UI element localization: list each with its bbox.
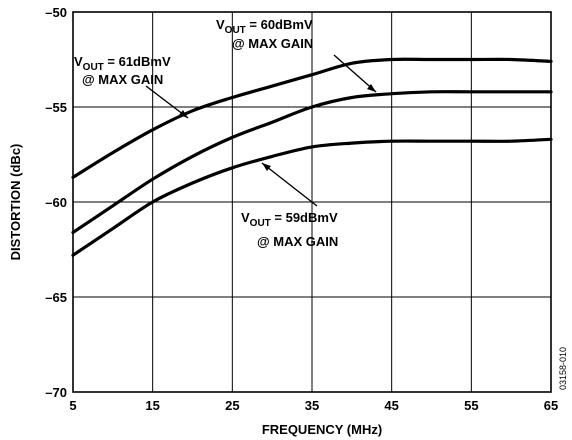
x-tick-label: 45 [384, 398, 398, 413]
x-tick-label: 65 [544, 398, 558, 413]
y-tick-label: –60 [45, 195, 67, 210]
figure-code: 03158-010 [558, 347, 568, 390]
x-tick-label: 15 [145, 398, 159, 413]
series-line-59dbmv [71, 137, 553, 257]
y-tick-label: –50 [45, 5, 67, 20]
y-tick-label: –65 [45, 290, 67, 305]
plot-frame [72, 11, 552, 393]
annotation-59dbmv-line2: @ MAX GAIN [257, 234, 338, 249]
y-tick-label: –55 [45, 100, 67, 115]
annotation-59dbmv: VOUT = 59dBmV [241, 210, 338, 229]
annotation-61dbmv-line2: @ MAX GAIN [82, 72, 163, 87]
arrowhead-60dbmv [367, 84, 376, 92]
arrow-60dbmv [333, 54, 377, 93]
annotation-60dbmv: VOUT = 60dBmV [216, 17, 313, 36]
annotation-arrows [145, 54, 377, 207]
annotation-60dbmv-line2: @ MAX GAIN [232, 36, 313, 51]
x-tick-label: 55 [464, 398, 478, 413]
annotation-61dbmv: VOUT = 61dBmV [74, 54, 171, 73]
y-axis-label: DISTORTION (dBc) [8, 144, 23, 261]
tick-labels: 5 15 25 35 45 55 65 –50 –55 –60 –65 –70 [45, 5, 558, 413]
arrow-59dbmv [261, 162, 318, 207]
x-tick-label: 25 [225, 398, 239, 413]
arrowhead-61dbmv [179, 110, 188, 118]
x-tick-label: 35 [305, 398, 319, 413]
x-tick-label: 5 [69, 398, 76, 413]
arrowhead-59dbmv [262, 163, 271, 171]
y-tick-label: –70 [45, 385, 67, 400]
series-line-61dbmv [71, 57, 553, 179]
x-axis-label: FREQUENCY (MHz) [262, 422, 382, 437]
series-line-60dbmv [71, 90, 553, 234]
series-layer [71, 57, 553, 257]
